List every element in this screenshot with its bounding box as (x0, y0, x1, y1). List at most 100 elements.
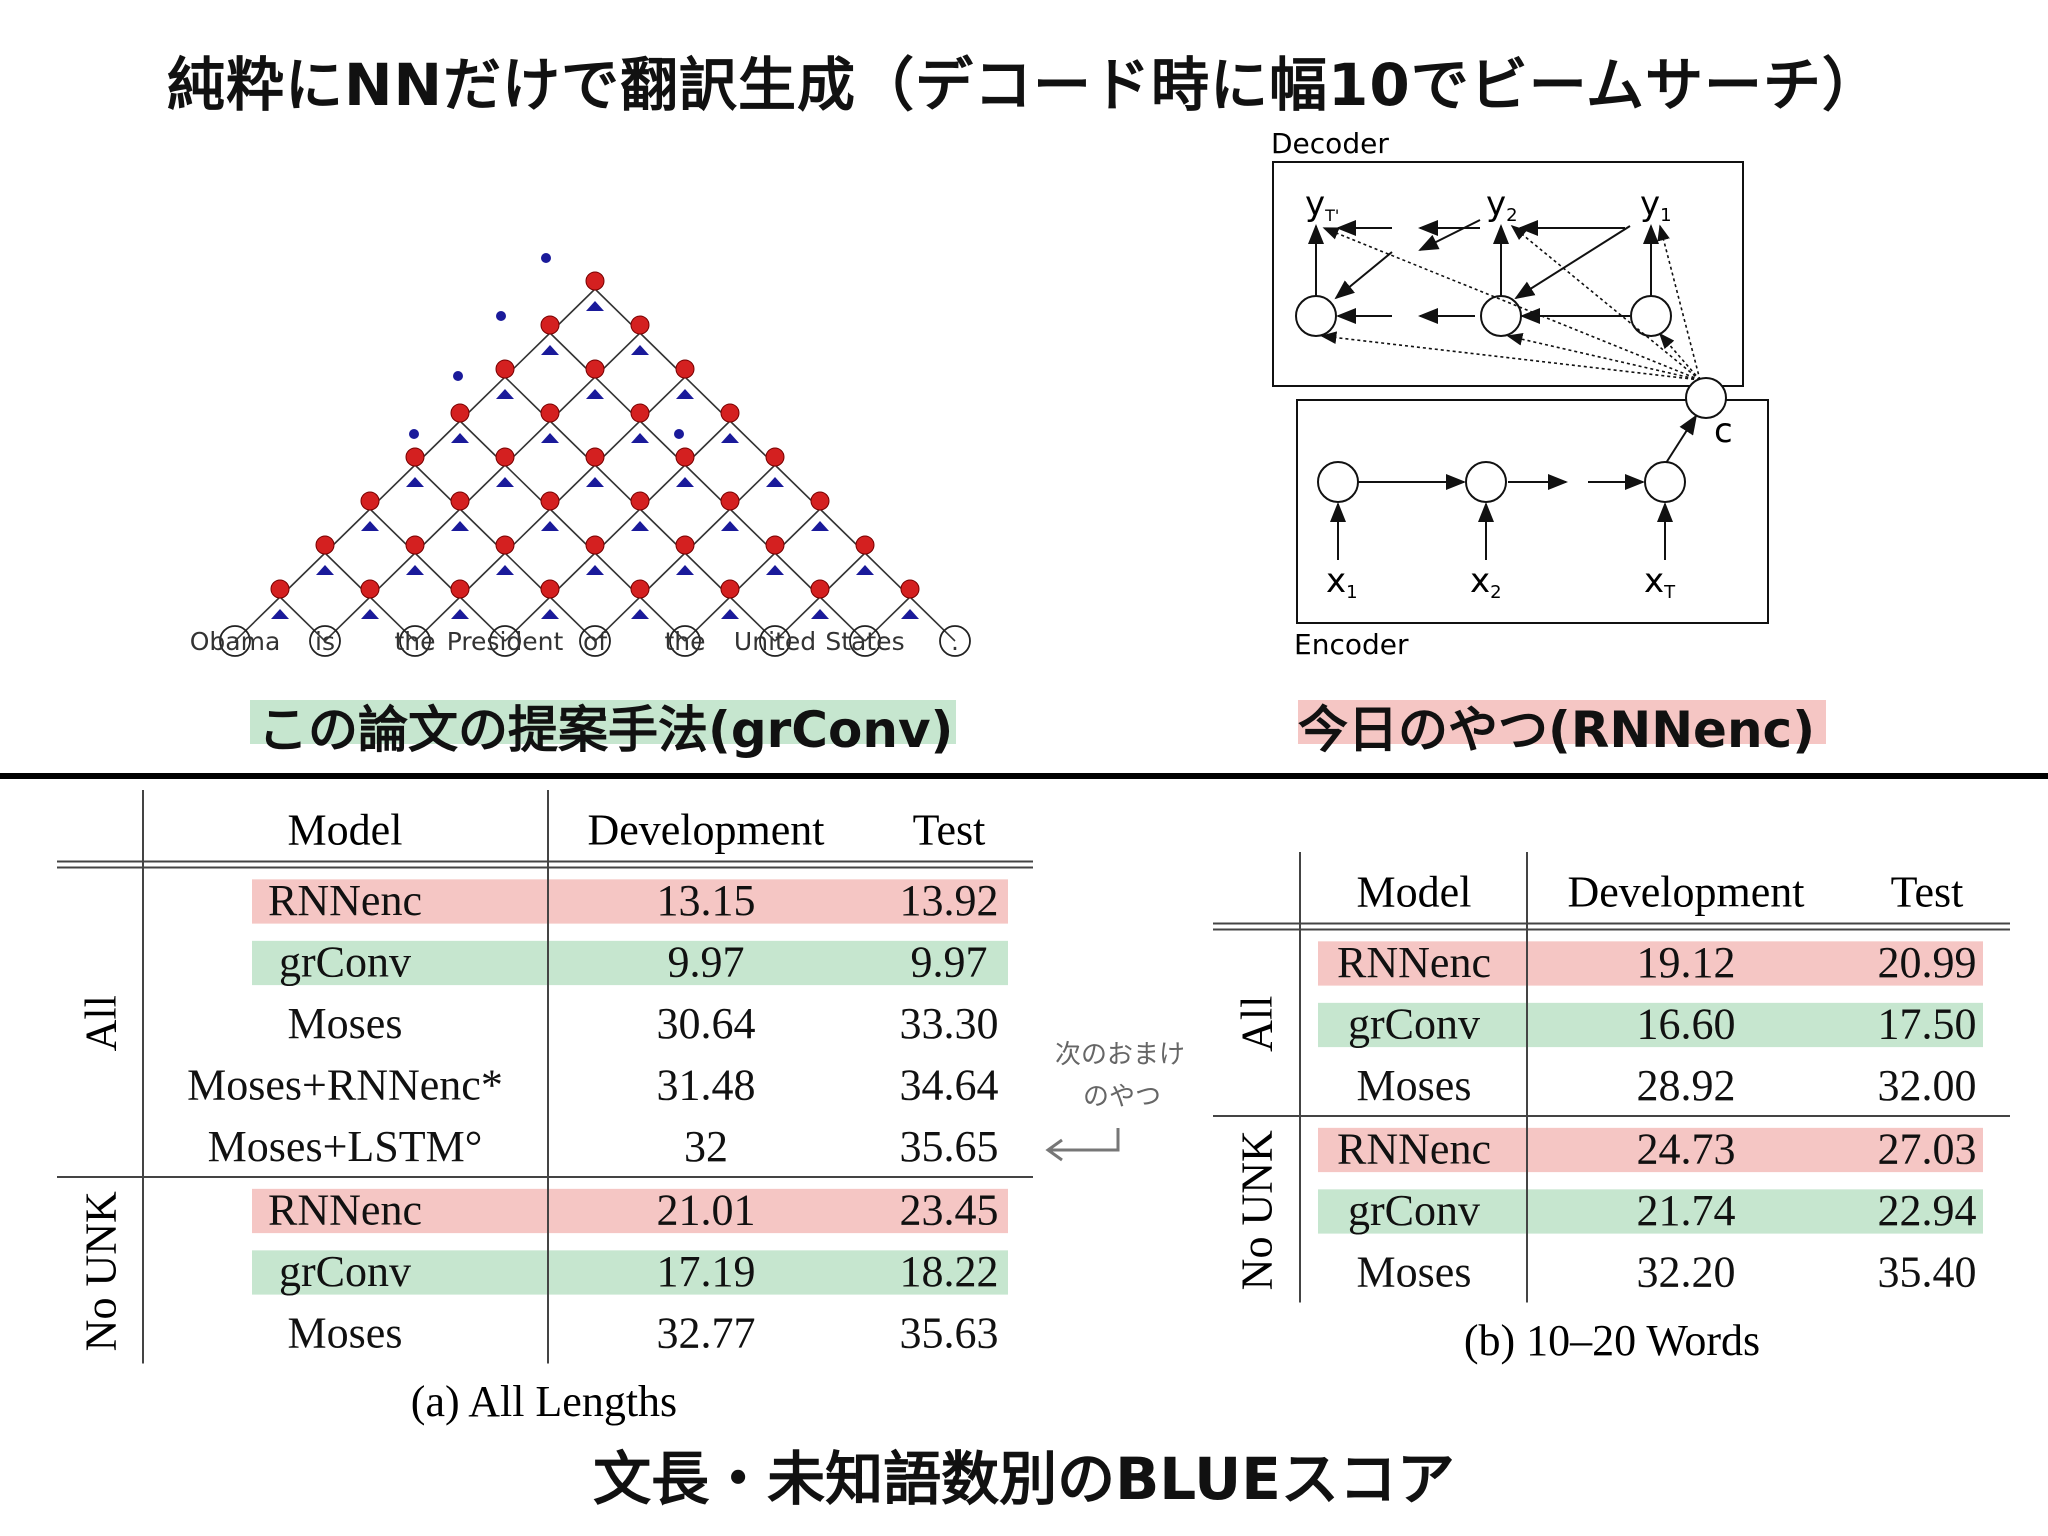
table-cell: 35.40 (1878, 1248, 1977, 1297)
word-node (219, 625, 251, 657)
table-header: Development (587, 805, 824, 854)
hidden-unit-node (585, 359, 605, 379)
table-cell: 28.92 (1637, 1061, 1736, 1110)
hidden-unit-node (630, 579, 650, 599)
hidden-unit-node (630, 315, 650, 335)
gate-node-icon (721, 521, 739, 531)
x-label-1: x1 (1326, 561, 1358, 603)
hidden-unit-node (405, 535, 425, 555)
decoder-state-2 (1480, 295, 1522, 337)
table-cell: 33.30 (900, 999, 999, 1048)
gate-node-icon (676, 477, 694, 487)
gate-node-icon (496, 389, 514, 399)
grconv-caption-highlight (250, 700, 956, 744)
group-label: No UNK (1232, 1130, 1281, 1290)
gate-node-icon (541, 433, 559, 443)
table-cell: 30.64 (657, 999, 756, 1048)
word-node (399, 625, 431, 657)
gate-node-icon (361, 609, 379, 619)
gate-dot (409, 429, 419, 439)
hidden-unit-node (270, 579, 290, 599)
row-highlight (252, 1188, 1008, 1234)
table-cell: 13.15 (657, 876, 756, 925)
context-label: c (1714, 411, 1733, 451)
encoder-box (1296, 399, 1769, 624)
gate-node-icon (676, 389, 694, 399)
table-cell: 31.48 (657, 1061, 756, 1110)
table-cell: 17.19 (657, 1247, 756, 1296)
word-node (939, 625, 971, 657)
hidden-unit-node (450, 403, 470, 423)
gate-dot (496, 311, 506, 321)
table-cell: Moses (1357, 1248, 1472, 1297)
table-cell: grConv (1348, 1000, 1480, 1049)
note-line1: 次のおまけ (1055, 1040, 1185, 1070)
gate-node-icon (631, 609, 649, 619)
group-label: All (1232, 996, 1281, 1052)
table-cell: Moses (1357, 1061, 1472, 1110)
gate-node-icon (631, 433, 649, 443)
table-cell: 32.00 (1878, 1061, 1977, 1110)
hidden-unit-node (720, 403, 740, 423)
table-cell: grConv (279, 938, 411, 987)
table-cell: RNNenc (268, 876, 422, 925)
hidden-unit-node (765, 447, 785, 467)
gate-node-icon (586, 301, 604, 311)
word-node (489, 625, 521, 657)
gate-node-icon (631, 521, 649, 531)
hidden-unit-node (405, 447, 425, 467)
hidden-unit-node (360, 491, 380, 511)
group-label: All (76, 995, 125, 1051)
hidden-unit-node (585, 447, 605, 467)
y-label-2: y2 (1486, 184, 1518, 226)
hidden-unit-node (360, 579, 380, 599)
gate-node-icon (766, 565, 784, 575)
hidden-unit-node (675, 359, 695, 379)
table-cell: grConv (279, 1247, 411, 1296)
table-caption: (a) All Lengths (411, 1377, 677, 1426)
decoder-label: Decoder (1271, 127, 1389, 160)
encoder-label: Encoder (1294, 628, 1409, 661)
gate-node-icon (721, 433, 739, 443)
section-divider (0, 773, 2048, 779)
hidden-unit-node (495, 535, 515, 555)
word-label: the (664, 627, 705, 656)
table-cell: 24.73 (1637, 1125, 1736, 1174)
hidden-unit-node (540, 315, 560, 335)
table-caption: (b) 10–20 Words (1464, 1316, 1760, 1365)
word-node (579, 625, 611, 657)
hidden-unit-node (810, 579, 830, 599)
table-cell: 13.92 (900, 876, 999, 925)
gate-node-icon (316, 565, 334, 575)
hidden-unit-node (630, 403, 650, 423)
word-label: of (583, 627, 608, 656)
table-cell: RNNenc (268, 1186, 422, 1235)
gate-node-icon (541, 345, 559, 355)
gate-dot (541, 253, 551, 263)
gate-dot (674, 429, 684, 439)
gate-node-icon (541, 521, 559, 531)
gate-node-icon (586, 389, 604, 399)
table-cell: 27.03 (1878, 1125, 1977, 1174)
table-cell: 23.45 (900, 1186, 999, 1235)
table-cell: 35.65 (900, 1122, 999, 1171)
table-cell: 21.74 (1637, 1186, 1736, 1235)
table-cell: 21.01 (657, 1186, 756, 1235)
hidden-unit-node (540, 579, 560, 599)
gate-node-icon (496, 565, 514, 575)
row-highlight (1318, 1002, 1983, 1048)
hidden-unit-node (720, 579, 740, 599)
gate-node-icon (451, 433, 469, 443)
encoder-state-T (1644, 461, 1686, 503)
word-label: is (315, 627, 335, 656)
word-label: States (825, 627, 904, 656)
hidden-unit-node (585, 271, 605, 291)
table-10-20-words: Model Development Test RNNenc 19.12 20.99 grCo… (1213, 852, 2010, 1365)
table-header: Model (1357, 867, 1472, 916)
hidden-unit-node (540, 403, 560, 423)
table-cell: 18.22 (900, 1247, 999, 1296)
table-header: Test (1891, 867, 1964, 916)
